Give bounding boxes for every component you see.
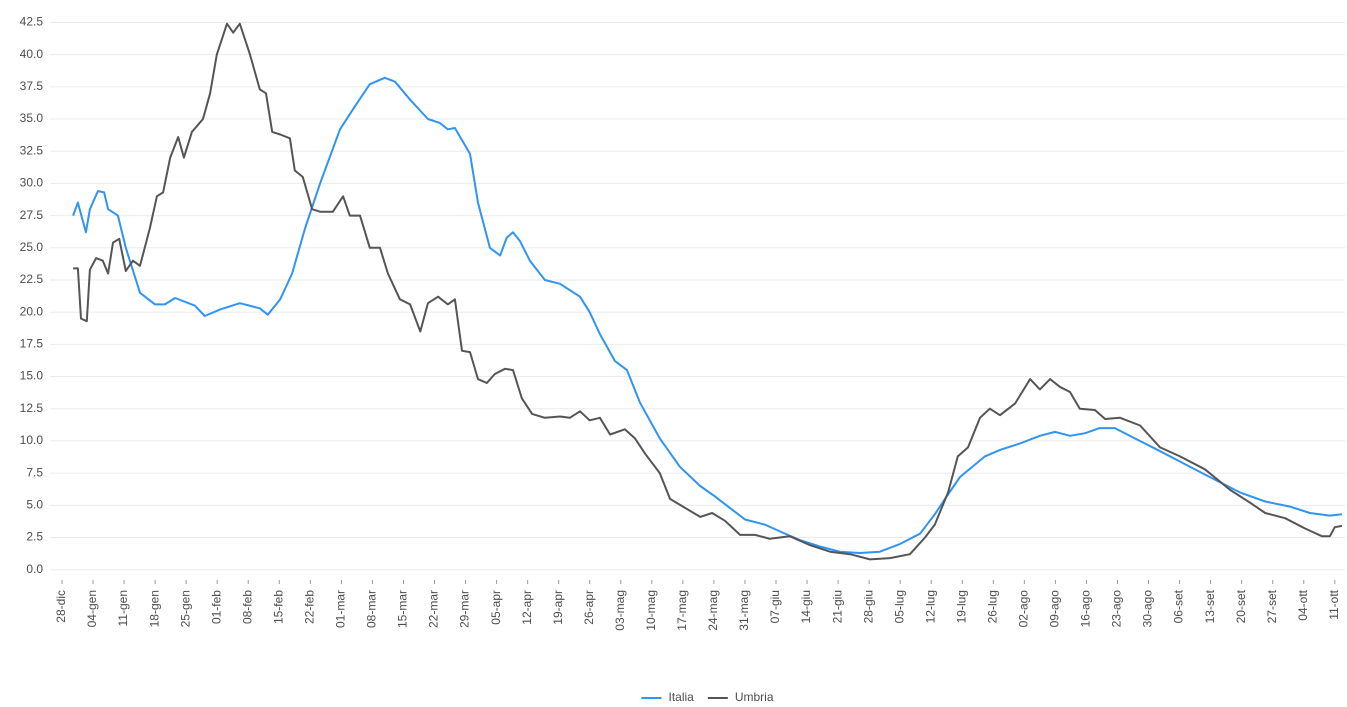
y-tick-label: 10.0 xyxy=(20,433,44,447)
x-tick-label: 26-apr xyxy=(582,590,596,625)
y-tick-label: 37.5 xyxy=(20,79,44,93)
x-tick-label: 12-apr xyxy=(520,590,534,625)
legend: Italia Umbria xyxy=(641,690,774,704)
x-tick-label: 10-mag xyxy=(644,590,658,631)
x-tick-label: 09-ago xyxy=(1048,590,1062,628)
x-tick-label: 13-set xyxy=(1203,589,1217,623)
y-tick-label: 5.0 xyxy=(26,497,43,511)
x-tick-label: 31-mag xyxy=(737,590,751,631)
legend-label: Italia xyxy=(668,690,694,704)
x-tick-label: 22-feb xyxy=(303,590,317,624)
x-tick-label: 08-feb xyxy=(240,590,254,624)
x-tick-label: 24-mag xyxy=(706,590,720,631)
y-tick-label: 0.0 xyxy=(26,562,43,576)
y-tick-label: 20.0 xyxy=(20,304,44,318)
y-tick-label: 17.5 xyxy=(20,337,44,351)
x-tick-label: 23-ago xyxy=(1110,590,1124,628)
x-tick-label: 25-gen xyxy=(178,590,192,627)
x-tick-label: 15-feb xyxy=(271,590,285,624)
x-tick-label: 17-mag xyxy=(675,590,689,631)
x-tick-label: 20-set xyxy=(1234,589,1248,623)
x-tick-label: 16-ago xyxy=(1079,590,1093,628)
x-tick-label: 28-dic xyxy=(54,590,68,623)
x-tick-label: 03-mag xyxy=(613,590,627,631)
y-tick-label: 25.0 xyxy=(20,240,44,254)
y-tick-label: 40.0 xyxy=(20,47,44,61)
y-tick-label: 32.5 xyxy=(20,143,44,157)
x-tick-label: 22-mar xyxy=(427,590,441,628)
x-tick-label: 01-feb xyxy=(209,590,223,624)
x-tick-label: 01-mar xyxy=(334,590,348,628)
line-series xyxy=(73,22,1343,561)
x-tick-label: 19-lug xyxy=(954,590,968,623)
y-tick-label: 22.5 xyxy=(20,272,44,286)
x-tick-label: 06-set xyxy=(1172,589,1186,623)
x-tick-label: 04-ott xyxy=(1296,589,1310,620)
x-tick-label: 30-ago xyxy=(1141,590,1155,628)
y-tick-label: 42.5 xyxy=(20,15,44,29)
y-tick-label: 2.5 xyxy=(26,530,43,544)
x-tick-label: 05-lug xyxy=(892,590,906,623)
x-tick-label: 11-ott xyxy=(1327,589,1341,619)
y-tick-label: 30.0 xyxy=(20,176,44,190)
x-tick-label: 26-lug xyxy=(985,590,999,623)
x-tick-label: 07-giu xyxy=(768,590,782,623)
line-series xyxy=(72,76,1343,554)
x-tick-label: 05-apr xyxy=(489,590,503,625)
y-tick-label: 15.0 xyxy=(20,369,44,383)
legend-label: Umbria xyxy=(735,690,774,704)
x-tick-label: 28-giu xyxy=(861,590,875,623)
x-tick-label: 08-mar xyxy=(365,590,379,628)
x-tick-label: 19-apr xyxy=(551,590,565,625)
y-tick-label: 35.0 xyxy=(20,111,44,125)
x-tick-label: 21-giu xyxy=(830,590,844,623)
x-tick-label: 18-gen xyxy=(147,590,161,627)
y-tick-label: 12.5 xyxy=(20,401,44,415)
x-tick-label: 14-giu xyxy=(799,590,813,623)
x-tick-label: 27-set xyxy=(1265,589,1279,623)
x-tick-label: 02-ago xyxy=(1017,590,1031,628)
x-tick-label: 12-lug xyxy=(923,590,937,623)
x-tick-label: 11-gen xyxy=(116,590,130,626)
x-tick-label: 04-gen xyxy=(85,590,99,627)
x-tick-label: 29-mar xyxy=(458,590,472,628)
y-tick-label: 7.5 xyxy=(26,465,43,479)
y-tick-label: 27.5 xyxy=(20,208,44,222)
x-tick-label: 15-mar xyxy=(396,590,410,628)
